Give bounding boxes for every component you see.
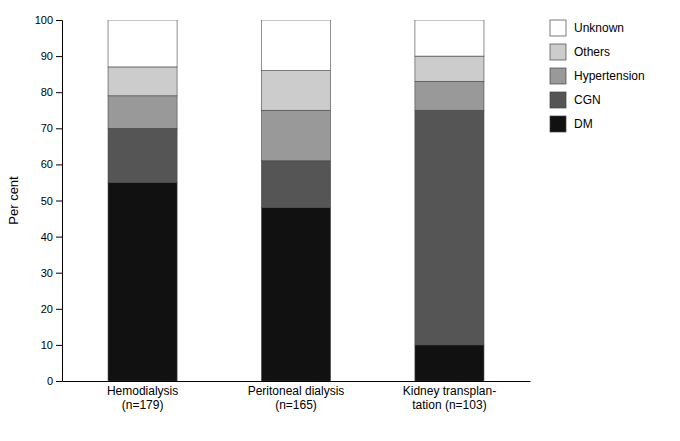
y-tick-label: 50	[41, 195, 53, 207]
legend-label: CGN	[574, 93, 601, 107]
x-tick-label: Kidney transplan-tation (n=103)	[403, 384, 496, 412]
bar-segment	[108, 128, 177, 182]
bar-segment	[261, 110, 330, 161]
y-tick-label: 30	[41, 267, 53, 279]
bar-segment	[261, 161, 330, 208]
bar-segment	[415, 56, 484, 81]
y-tick-mark	[56, 237, 62, 238]
legend-swatch	[550, 92, 566, 108]
legend-swatch	[550, 44, 566, 60]
y-tick: 80	[41, 86, 62, 98]
y-axis: 0 10 20 30 40 50 60 70 80 90 100	[35, 14, 63, 387]
y-tick: 20	[41, 303, 62, 315]
y-tick-label: 60	[41, 158, 53, 170]
y-tick-mark	[56, 20, 62, 21]
bar-segment	[261, 71, 330, 111]
legend-swatch	[550, 68, 566, 84]
bar-segment	[261, 20, 330, 71]
y-tick: 40	[41, 231, 62, 243]
y-tick: 60	[41, 158, 62, 170]
y-tick-label: 0	[47, 375, 53, 387]
y-tick-label: 20	[41, 303, 53, 315]
x-axis-line	[63, 381, 531, 382]
x-axis: Hemodialysis(n=179) Peritoneal dialysis(n…	[63, 382, 531, 413]
y-tick-mark	[56, 345, 62, 346]
legend-swatch	[550, 20, 566, 36]
legend-item: Others	[550, 44, 610, 60]
bar-segment	[415, 20, 484, 56]
y-tick: 90	[41, 50, 62, 62]
chart: 0 10 20 30 40 50 60 70 80 90 100 Hemodialysis(n=179…	[0, 0, 680, 441]
y-tick: 100	[35, 14, 62, 26]
bar-segment	[108, 67, 177, 96]
y-tick: 50	[41, 195, 62, 207]
x-tick: Hemodialysis(n=179)	[107, 384, 178, 412]
y-tick-mark	[56, 128, 62, 129]
bar-series	[108, 110, 484, 345]
y-tick-label: 90	[41, 50, 53, 62]
y-tick-mark	[56, 381, 62, 382]
legend-item: CGN	[550, 92, 601, 108]
legend-label: Others	[574, 45, 610, 59]
y-tick-mark	[56, 92, 62, 93]
y-tick: 0	[47, 375, 62, 387]
bar-segment	[415, 110, 484, 345]
y-tick-label: 70	[41, 122, 53, 134]
x-tick: Peritoneal dialysis(n=165)	[248, 384, 345, 412]
x-tick-label: Hemodialysis(n=179)	[107, 384, 178, 412]
legend-label: Unknown	[574, 21, 624, 35]
y-axis-title: Per cent	[6, 176, 21, 225]
plot-area: 0 10 20 30 40 50 60 70 80 90 100 Hemodialysis(n=179…	[35, 14, 531, 412]
y-tick: 10	[41, 339, 62, 351]
legend-item: DM	[550, 116, 593, 132]
legend-item: Hypertension	[550, 68, 645, 84]
y-tick-mark	[56, 309, 62, 310]
bar-segment	[415, 81, 484, 110]
bar-segment	[108, 182, 177, 381]
bar-segment	[108, 20, 177, 67]
y-tick-label: 100	[35, 14, 53, 26]
bar-segment	[108, 96, 177, 128]
legend-swatch	[550, 116, 566, 132]
legend-item: Unknown	[550, 20, 624, 36]
bars	[108, 20, 484, 381]
y-tick-mark	[56, 56, 62, 57]
legend-label: Hypertension	[574, 69, 645, 83]
legend: Unknown Others Hypertension CGN DM	[550, 20, 645, 132]
y-tick: 70	[41, 122, 62, 134]
bar-segment	[415, 345, 484, 381]
y-tick: 30	[41, 267, 62, 279]
y-tick-mark	[56, 201, 62, 202]
legend-label: DM	[574, 117, 593, 131]
y-tick-label: 40	[41, 231, 53, 243]
x-tick: Kidney transplan-tation (n=103)	[403, 384, 496, 412]
x-tick-label: Peritoneal dialysis(n=165)	[248, 384, 345, 412]
bar-series	[108, 20, 484, 71]
bar-segment	[261, 208, 330, 381]
y-tick-mark	[56, 273, 62, 274]
chart-container: 0 10 20 30 40 50 60 70 80 90 100 Hemodialysis(n=179…	[0, 0, 680, 441]
y-axis-line	[56, 21, 63, 382]
y-tick-label: 80	[41, 86, 53, 98]
y-tick-label: 10	[41, 339, 53, 351]
y-tick-mark	[56, 164, 62, 165]
